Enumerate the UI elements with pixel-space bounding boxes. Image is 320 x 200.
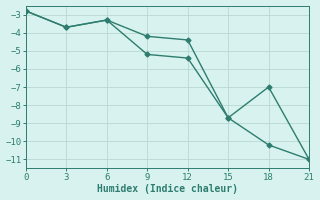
- X-axis label: Humidex (Indice chaleur): Humidex (Indice chaleur): [97, 184, 238, 194]
